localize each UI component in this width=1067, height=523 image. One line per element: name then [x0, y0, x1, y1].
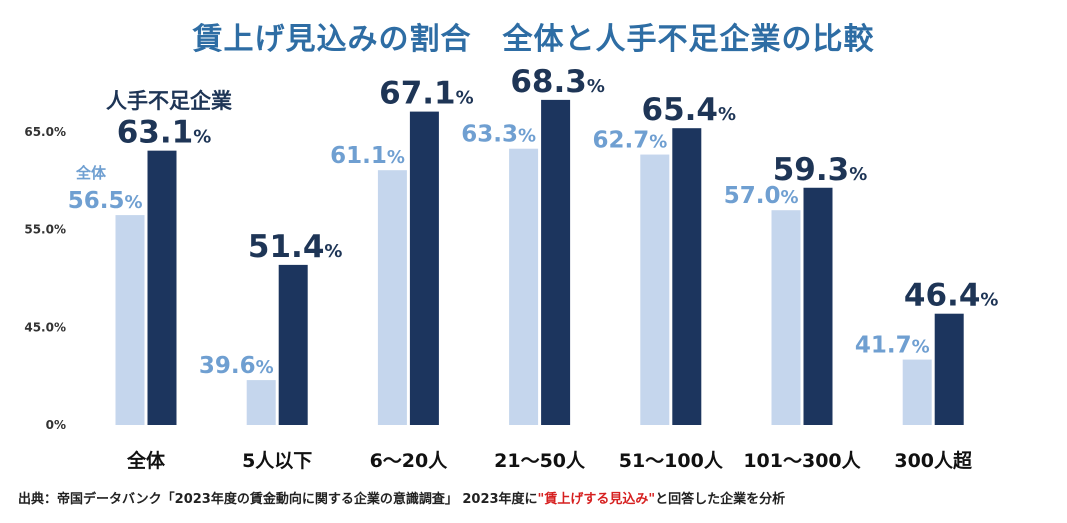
y-tick-label: 0%: [46, 418, 66, 432]
y-tick-label: 65.0%: [24, 125, 66, 139]
bar-shortage: [803, 187, 833, 425]
value-number: 46.4: [904, 278, 981, 314]
value-label-overall: 41.7%: [855, 333, 930, 359]
value-label-overall: 39.6%: [199, 353, 274, 379]
percent-sign: %: [387, 147, 405, 168]
footnote-suffix: と回答した企業を分析: [655, 492, 786, 507]
value-number: 65.4: [642, 92, 719, 128]
value-number: 61.1: [330, 143, 387, 169]
value-label-overall: 63.3%: [461, 122, 536, 148]
chart-title: 賃上げ見込みの割合 全体と人手不足企業の比較: [192, 22, 875, 57]
value-number: 51.4: [248, 229, 325, 265]
value-label-overall: 61.1%: [330, 143, 405, 169]
value-number: 63.1: [117, 115, 194, 151]
value-number: 63.3: [461, 122, 518, 148]
value-label-overall: 56.5%: [68, 188, 143, 214]
category-label: 300人超: [894, 449, 973, 472]
value-number: 41.7: [855, 333, 912, 359]
percent-sign: %: [124, 192, 142, 213]
value-number: 62.7: [593, 128, 650, 154]
percent-sign: %: [256, 357, 274, 378]
bar-overall: [509, 148, 539, 425]
value-label-shortage: 59.3%: [773, 152, 868, 188]
value-number: 39.6: [199, 353, 256, 379]
value-number: 59.3: [773, 152, 850, 188]
percent-sign: %: [456, 88, 474, 109]
value-label-overall: 62.7%: [593, 128, 668, 154]
category-labels: 全体 5人以下 6～20人 21～50人 51～100人 101～300人 300人超: [126, 449, 973, 472]
value-label-shortage: 68.3%: [510, 64, 605, 100]
percent-sign: %: [849, 164, 867, 185]
value-label-shortage: 65.4%: [642, 92, 737, 128]
bar-overall: [377, 170, 407, 425]
bar-overall: [640, 154, 670, 425]
value-label-shortage: 51.4%: [248, 229, 343, 265]
percent-sign: %: [780, 187, 798, 208]
value-label-overall: 57.0%: [724, 183, 799, 209]
value-labels: 56.5%63.1%39.6%51.4%61.1%67.1%63.3%68.3%…: [68, 64, 999, 379]
footnote-highlight: "賃上げする見込み": [537, 492, 656, 507]
category-label: 全体: [126, 449, 166, 472]
percent-sign: %: [718, 104, 736, 125]
footnote-prefix: 出典：帝国データバンク「2023年度の賃金動向に関する企業の意識調査」 2023…: [18, 492, 538, 507]
bar-shortage: [147, 150, 177, 425]
category-label: 5人以下: [242, 450, 312, 472]
category-label: 21～50人: [494, 450, 586, 472]
value-number: 67.1: [379, 76, 456, 112]
bar-shortage: [672, 128, 702, 425]
category-label: 51～100人: [619, 450, 724, 472]
bar-overall: [246, 380, 276, 425]
bar-overall: [902, 359, 932, 425]
bar-overall: [115, 215, 145, 425]
bars: [115, 99, 964, 425]
percent-sign: %: [587, 76, 605, 97]
percent-sign: %: [980, 290, 998, 311]
value-label-shortage: 46.4%: [904, 278, 999, 314]
y-tick-label: 55.0%: [24, 223, 66, 237]
value-label-shortage: 67.1%: [379, 76, 474, 112]
legend-shortage: 人手不足企業: [106, 89, 233, 113]
percent-sign: %: [324, 241, 342, 262]
percent-sign: %: [518, 126, 536, 147]
value-number: 56.5: [68, 188, 125, 214]
value-label-shortage: 63.1%: [117, 115, 212, 151]
bar-shortage: [934, 313, 964, 425]
percent-sign: %: [193, 127, 211, 148]
bar-shortage: [278, 264, 308, 425]
legend-overall: 全体: [75, 164, 107, 182]
category-label: 6～20人: [370, 450, 449, 472]
value-number: 57.0: [724, 183, 781, 209]
category-label: 101～300人: [743, 450, 861, 472]
bar-shortage: [409, 111, 439, 425]
source-footnote: 出典：帝国データバンク「2023年度の賃金動向に関する企業の意識調査」 2023…: [18, 488, 785, 507]
bar-shortage: [541, 99, 571, 425]
y-axis-ticks: 0% 45.0% 55.0% 65.0%: [24, 125, 66, 432]
percent-sign: %: [649, 132, 667, 153]
bar-chart: 0%45.0%55.0%65.0% 56.5%63.1%39.6%51.4%61…: [24, 64, 999, 472]
bar-overall: [771, 210, 801, 425]
percent-sign: %: [912, 337, 930, 358]
y-tick-label: 45.0%: [24, 320, 66, 334]
value-number: 68.3: [510, 64, 587, 100]
